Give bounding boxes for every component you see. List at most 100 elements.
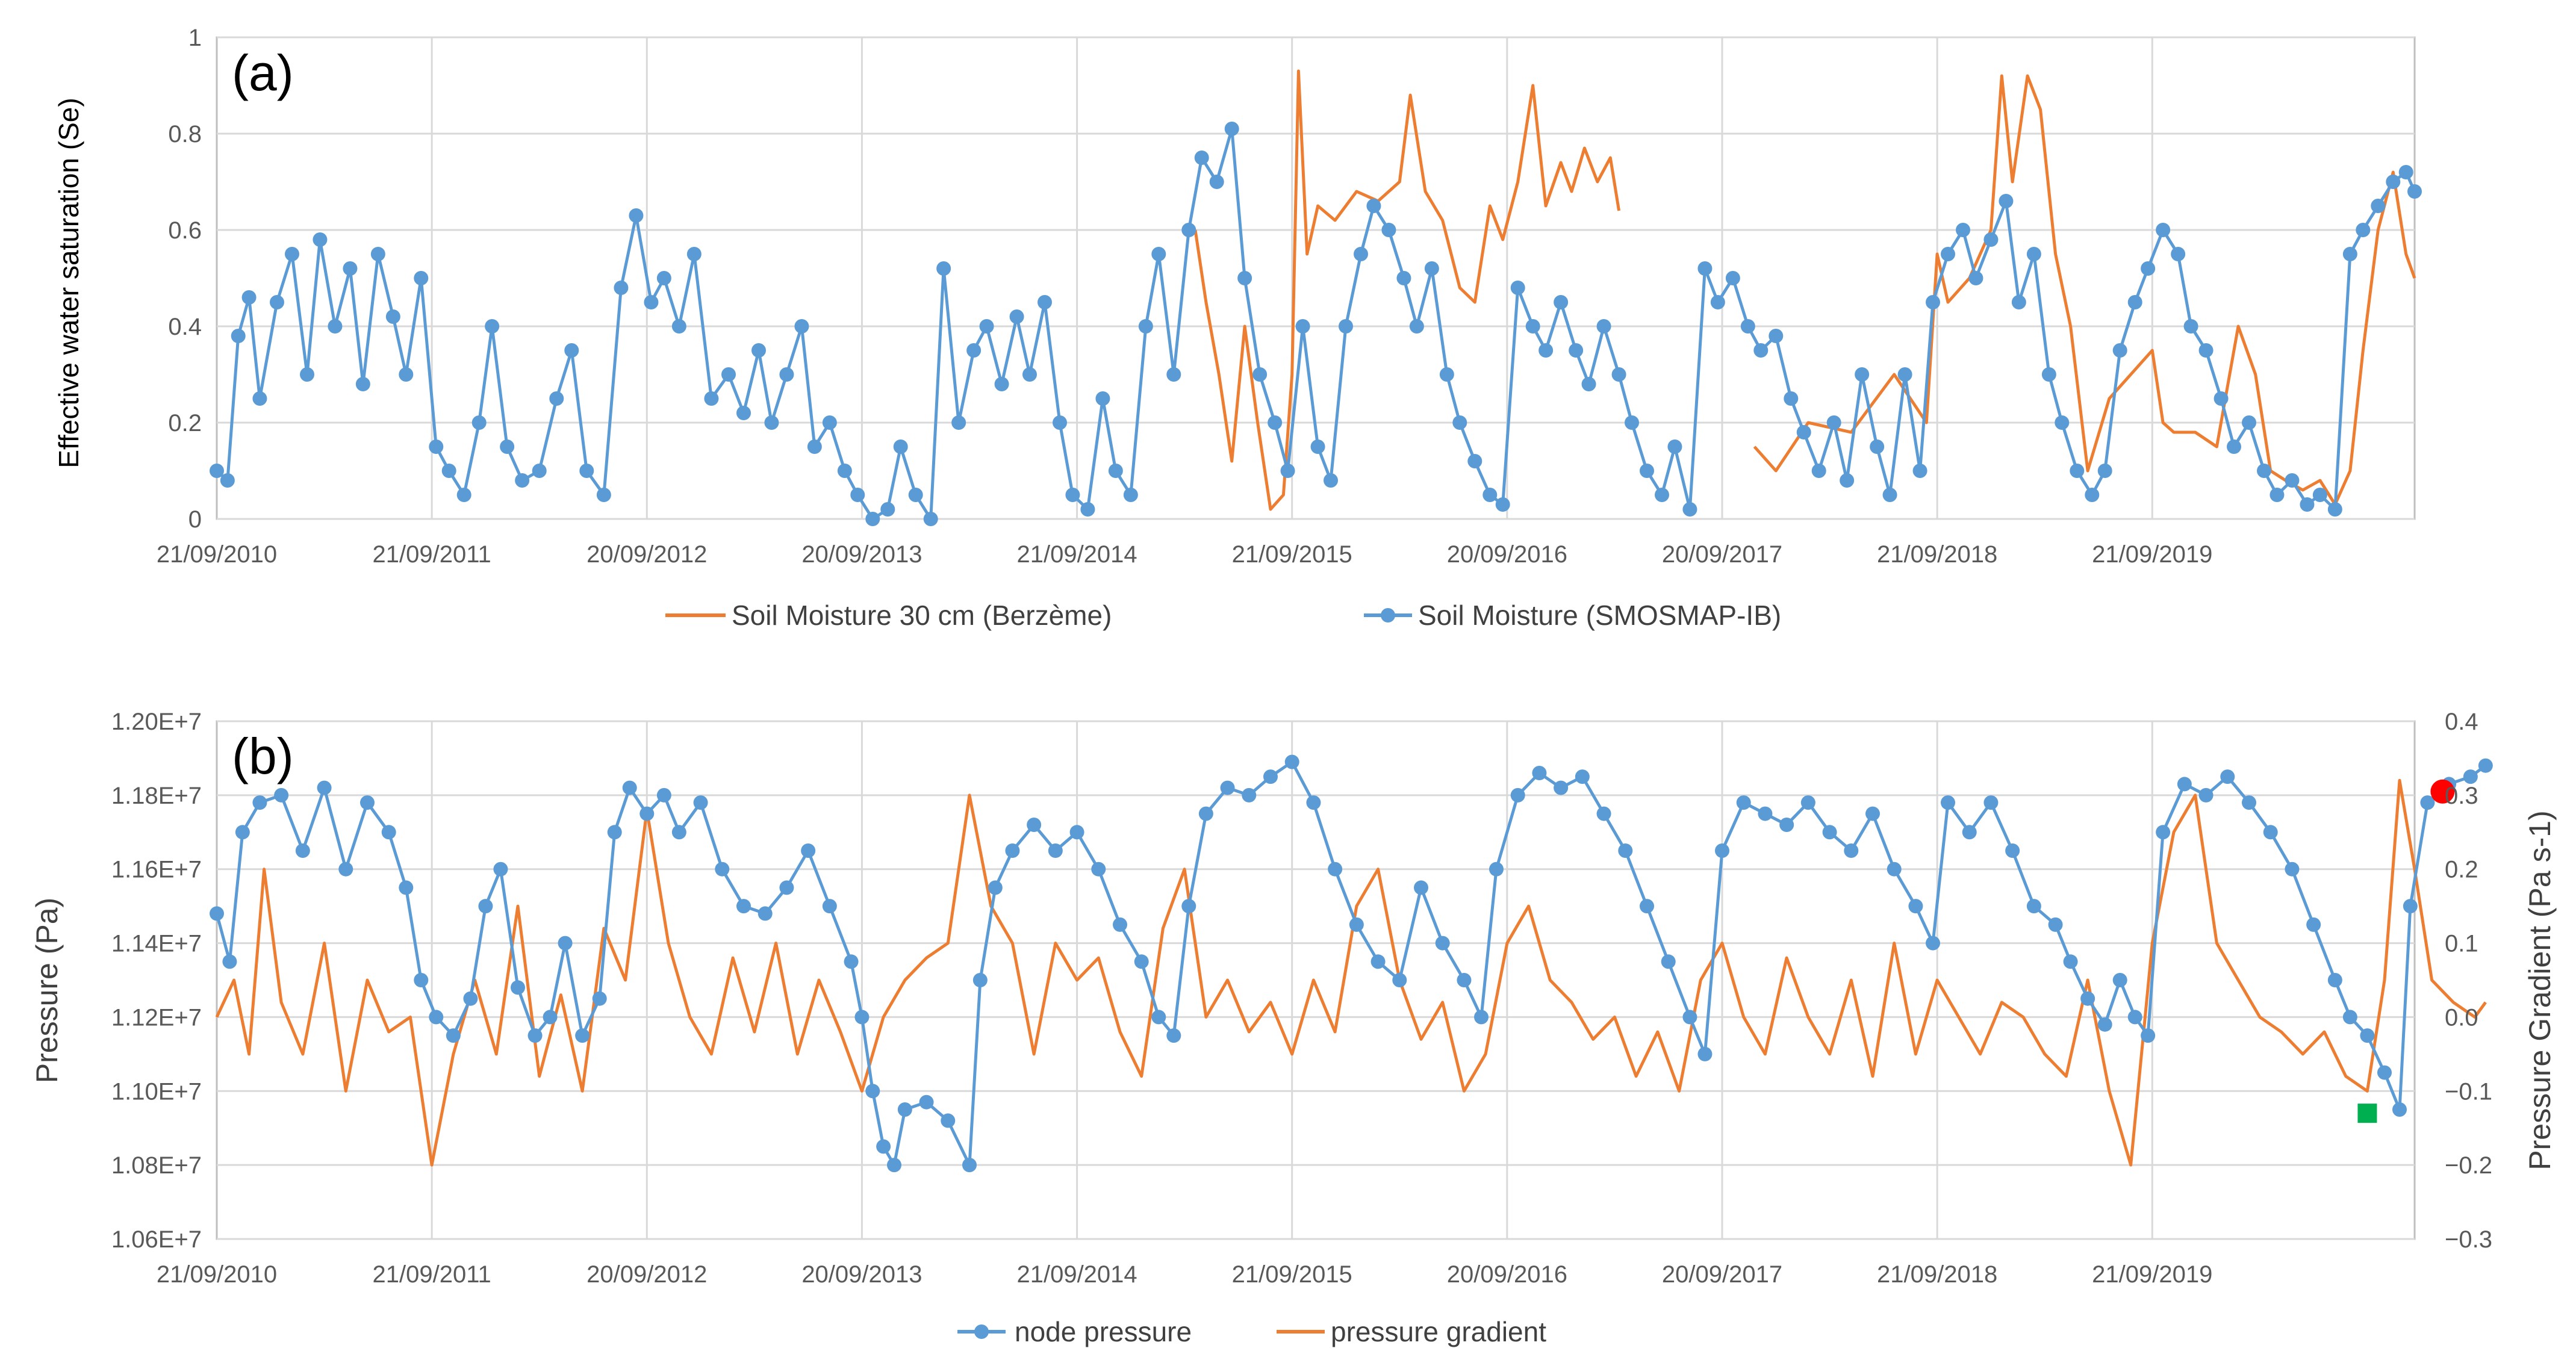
- smosmap-point: [596, 488, 611, 502]
- panel-b-x-tick-label: 21/09/2014: [1016, 1261, 1137, 1288]
- node-pressure-point: [1048, 843, 1063, 858]
- panel-a-legend: Soil Moisture 30 cm (Berzème) Soil Moist…: [665, 600, 1781, 631]
- panel-b-x-tick-label: 20/09/2012: [586, 1261, 707, 1288]
- smosmap-point: [2041, 367, 2056, 382]
- smosmap-point: [751, 343, 766, 358]
- node-pressure-point: [844, 954, 859, 969]
- smosmap-point: [979, 319, 994, 334]
- smosmap-point: [2356, 223, 2371, 237]
- panel-b-right-y-tick-label: 0.3: [2445, 783, 2478, 809]
- panel-a-y-tick-label: 0.4: [168, 314, 202, 340]
- node-pressure-point: [1489, 862, 1504, 877]
- smosmap-point: [1538, 343, 1554, 358]
- smosmap-point: [1983, 232, 1999, 247]
- node-pressure-point: [854, 1010, 870, 1025]
- node-pressure-point: [2392, 1102, 2407, 1117]
- smosmap-point: [220, 473, 235, 488]
- panel-a-x-tick-label: 20/09/2013: [801, 541, 922, 568]
- smosmap-point: [1224, 122, 1239, 136]
- panel-b-x-tick-label: 21/09/2019: [2092, 1261, 2212, 1288]
- smosmap-point: [270, 295, 284, 309]
- node-pressure-point: [2285, 862, 2300, 877]
- node-pressure-point: [511, 980, 525, 995]
- node-pressure-point: [1166, 1028, 1181, 1043]
- smosmap-point: [1926, 295, 1940, 309]
- smosmap-point: [300, 367, 314, 382]
- node-pressure-point: [941, 1113, 956, 1128]
- node-pressure-point: [399, 880, 414, 895]
- smosmap-point: [2270, 488, 2285, 502]
- node-pressure-point: [478, 899, 493, 914]
- smosmap-point: [549, 391, 564, 406]
- node-pressure-point: [575, 1028, 590, 1043]
- panel-a-x-tick-label: 21/09/2015: [1232, 541, 1352, 568]
- node-pressure-point: [1887, 862, 1902, 877]
- smosmap-point: [2300, 497, 2315, 512]
- smosmap-point: [1941, 247, 1955, 261]
- smosmap-point: [1396, 271, 1411, 285]
- node-pressure-line: [215, 760, 2487, 1167]
- panel-b-right-y-axis-title: Pressure Gradient (Pa s-1): [2523, 810, 2557, 1170]
- smosmap-point: [1065, 488, 1080, 502]
- node-pressure-point: [1392, 973, 1407, 987]
- node-pressure-point: [527, 1028, 543, 1043]
- node-pressure-point: [1941, 795, 1955, 810]
- node-pressure-point: [962, 1158, 977, 1173]
- node-pressure-point: [1263, 769, 1278, 784]
- node-pressure-point: [274, 787, 289, 803]
- panel-a-y-axis-title: Effective water saturation (Se): [53, 98, 84, 468]
- smosmap-point: [764, 415, 779, 430]
- smosmap-point: [2055, 415, 2070, 430]
- smosmap-point: [880, 502, 895, 517]
- smosmap-point: [2342, 247, 2357, 261]
- node-pressure-point: [2026, 899, 2041, 914]
- smosmap-point: [614, 281, 629, 295]
- smosmap-point: [2257, 464, 2271, 478]
- smosmap-point: [1237, 271, 1252, 285]
- smosmap-point: [1252, 367, 1268, 382]
- node-pressure-point: [2306, 917, 2321, 932]
- smosmap-point: [355, 377, 370, 391]
- node-pressure-point: [1532, 766, 1547, 780]
- smosmap-point: [1855, 367, 1870, 382]
- node-pressure-point: [2478, 758, 2493, 773]
- panel-a-y-tick-label: 0.8: [168, 121, 202, 147]
- panel-b-left-y-tick-label: 1.08E+7: [111, 1152, 202, 1179]
- smosmap-point: [285, 247, 299, 261]
- panel-b-x-tick-label: 20/09/2013: [801, 1261, 922, 1288]
- node-pressure-point: [317, 780, 332, 795]
- smosmap-point: [1912, 464, 1927, 478]
- smosmap-point: [2183, 319, 2198, 334]
- panel-b-right-y-tick-label: −0.2: [2445, 1152, 2492, 1179]
- smosmap-point: [1667, 439, 1682, 454]
- node-pressure-point: [1844, 843, 1859, 858]
- smosmap-point: [1409, 319, 1424, 334]
- panel-b-legend: node pressure pressure gradient: [957, 1316, 1546, 1347]
- smosmap-point: [644, 295, 659, 309]
- node-pressure-point: [1091, 862, 1106, 877]
- smosmap-point: [951, 415, 966, 430]
- panel-b-left-y-tick-label: 1.06E+7: [111, 1226, 202, 1253]
- legend-marker-node-pressure: [974, 1324, 989, 1339]
- node-pressure-point: [1640, 899, 1654, 914]
- node-pressure-point: [1962, 825, 1977, 840]
- node-pressure-point: [558, 936, 573, 951]
- node-pressure-point: [1554, 780, 1569, 795]
- smosmap-point: [1826, 415, 1841, 430]
- panel-a-x-tick-label: 21/09/2019: [2092, 541, 2212, 568]
- panel-b-x-tick-label: 21/09/2018: [1877, 1261, 1997, 1288]
- panel-a-y-tick-label: 0.2: [168, 410, 202, 436]
- node-pressure-point: [2342, 1010, 2357, 1025]
- smosmap-point: [2398, 165, 2413, 179]
- node-pressure-point: [295, 843, 310, 858]
- node-pressure-point: [822, 899, 837, 914]
- smosmap-point: [1581, 377, 1596, 391]
- panel-b-x-tick-labels: 21/09/2010 21/09/2011 20/09/2012 20/09/2013…: [157, 1261, 2212, 1288]
- node-pressure-point: [2063, 954, 2078, 969]
- node-pressure-point: [1736, 795, 1751, 810]
- panel-b-right-y-tick-label: 0.4: [2445, 709, 2478, 735]
- smosmap-point: [2386, 175, 2401, 189]
- smosmap-point: [1151, 247, 1166, 261]
- panel-b-left-y-tick-label: 1.10E+7: [111, 1078, 202, 1105]
- smosmap-point: [1870, 439, 1885, 454]
